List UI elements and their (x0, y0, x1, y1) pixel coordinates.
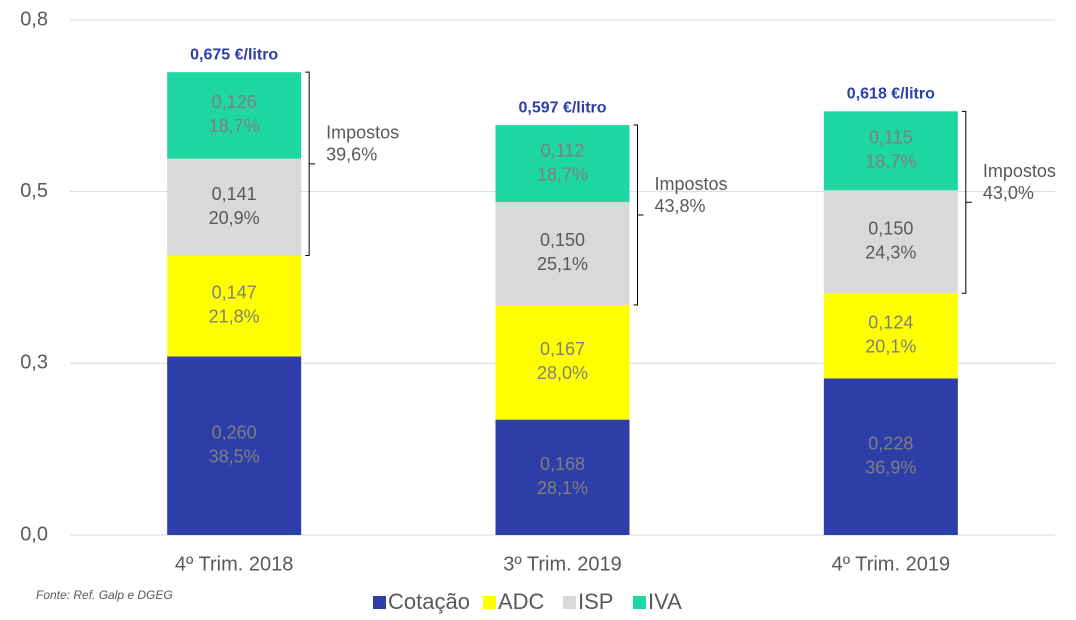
bar-segment (823, 293, 958, 379)
tax-bracket (305, 71, 316, 257)
source-note: Fonte: Ref. Galp e DGEG (36, 588, 173, 602)
bar-segment (495, 125, 630, 202)
legend-label: ADC (498, 589, 545, 614)
value-label: 0,150 (868, 219, 913, 239)
tax-label: Impostos (655, 174, 728, 194)
bar-segment (495, 419, 630, 535)
tax-label: Impostos (983, 161, 1056, 181)
bar-segment (167, 356, 302, 535)
tax-share-label: 39,6% (326, 145, 377, 165)
tax-share-label: 43,8% (655, 196, 706, 216)
total-label: 0,618 €/litro (847, 86, 935, 103)
value-label: 0,124 (868, 313, 913, 333)
value-label: 0,260 (212, 422, 257, 442)
tax-bracket (633, 124, 644, 306)
legend-swatch (563, 596, 576, 609)
bar-segment (167, 255, 302, 357)
value-label: 0,168 (540, 454, 585, 474)
share-label: 18,7% (537, 164, 588, 184)
y-tick-label: 0,3 (20, 352, 48, 374)
legend-swatch (373, 596, 386, 609)
total-label: 0,597 €/litro (518, 99, 606, 116)
value-label: 0,167 (540, 339, 585, 359)
share-label: 20,9% (209, 208, 260, 228)
tax-share-label: 43,0% (983, 183, 1034, 203)
share-label: 38,5% (209, 446, 260, 466)
x-tick-label: 3º Trim. 2019 (503, 553, 621, 575)
y-tick-label: 0,5 (20, 180, 48, 202)
x-tick-label: 4º Trim. 2019 (832, 553, 950, 575)
bar-segment (823, 111, 958, 191)
bar-segment (823, 190, 958, 294)
value-label: 0,147 (212, 283, 257, 303)
total-label: 0,675 €/litro (190, 46, 278, 63)
bar-segment (823, 378, 958, 535)
legend-label: Cotação (388, 589, 470, 614)
tax-bracket (961, 110, 972, 294)
x-tick-label: 4º Trim. 2018 (175, 553, 293, 575)
share-label: 21,8% (209, 307, 260, 327)
share-label: 25,1% (537, 254, 588, 274)
value-label: 0,228 (868, 433, 913, 453)
share-label: 28,1% (537, 478, 588, 498)
value-label: 0,141 (212, 184, 257, 204)
bar-segment (495, 304, 630, 420)
value-label: 0,126 (212, 92, 257, 112)
share-label: 36,9% (865, 457, 916, 477)
share-label: 18,7% (865, 152, 916, 172)
legend-label: ISP (578, 589, 613, 614)
y-tick-label: 0,0 (20, 523, 48, 545)
bar-segment (167, 158, 302, 256)
bar-segment (167, 72, 302, 159)
value-label: 0,150 (540, 230, 585, 250)
bar-segment (495, 201, 630, 305)
legend-label: IVA (648, 589, 682, 614)
share-label: 28,0% (537, 363, 588, 383)
share-label: 24,3% (865, 243, 916, 263)
share-label: 18,7% (209, 116, 260, 136)
share-label: 20,1% (865, 337, 916, 357)
value-label: 0,112 (541, 140, 585, 160)
legend-swatch (633, 596, 646, 609)
tax-label: Impostos (326, 123, 399, 143)
y-tick-label: 0,8 (20, 8, 48, 30)
value-label: 0,115 (869, 128, 913, 148)
legend-swatch (483, 596, 496, 609)
